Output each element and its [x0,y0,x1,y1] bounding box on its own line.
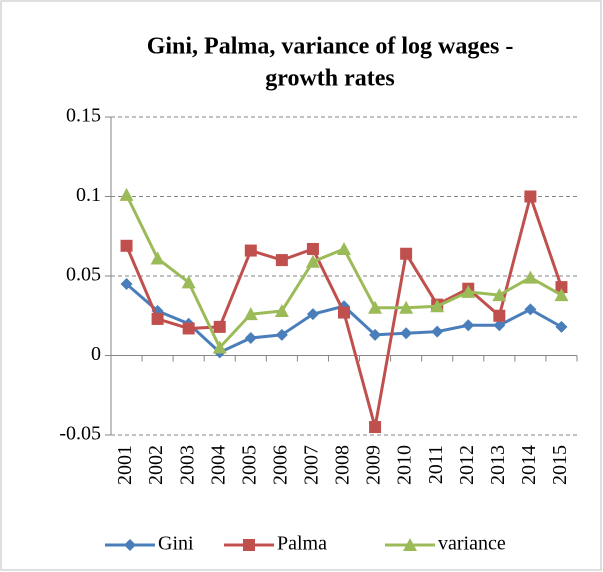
chart-title: Gini, Palma, variance of log wages - [147,34,514,60]
marker [524,190,537,203]
marker [524,303,537,316]
x-tick-label: 2005 [238,445,260,485]
marker [305,254,320,268]
x-tick-label: 2001 [114,445,136,485]
marker [369,328,382,341]
marker [523,270,538,284]
marker [124,539,136,551]
marker [338,306,350,319]
marker [554,288,569,302]
marker [150,251,165,265]
x-tick-label: 2010 [394,445,416,485]
marker [306,242,319,255]
marker [212,340,227,354]
marker [399,300,414,314]
legend-label: variance [438,533,506,555]
marker [275,254,288,267]
x-tick-label: 2002 [145,445,167,485]
marker [430,299,445,313]
marker [493,309,506,322]
x-tick-label: 2007 [301,445,323,485]
marker [243,307,258,321]
legend-item: variance [385,533,506,555]
x-tick-label: 2004 [207,445,229,485]
x-tick-label: 2006 [269,445,291,485]
marker [369,421,382,434]
marker [431,325,444,338]
marker [244,244,257,257]
marker [555,320,568,333]
marker [306,308,319,321]
marker [400,327,413,340]
legend-item: Palma [224,533,327,555]
marker [275,328,288,341]
marker [274,303,289,317]
marker [368,300,383,314]
x-tick-label: 2009 [363,445,385,485]
marker [182,322,195,335]
y-tick-label: 0.15 [66,105,101,127]
marker [120,239,133,252]
marker [462,319,475,332]
marker [213,320,226,333]
marker [181,275,196,289]
y-tick-label: 0.1 [76,184,101,206]
marker [119,187,134,201]
marker [243,539,255,551]
marker [120,277,133,290]
y-tick-label: 0.05 [66,264,101,286]
marker [244,332,257,345]
x-tick-label: 2013 [487,445,509,485]
marker [400,247,413,260]
y-tick-label: -0.05 [59,423,101,445]
x-tick-label: 2003 [176,445,198,485]
marker [493,319,506,332]
marker [461,284,476,298]
chart-subtitle: growth rates [265,66,395,92]
legend-item: Gini [105,533,194,555]
y-tick-label: 0 [91,343,101,365]
x-tick-label: 2015 [549,445,571,485]
x-tick-label: 2008 [332,445,354,485]
marker [555,281,568,294]
x-tick-label: 2012 [456,445,478,485]
marker [492,288,507,302]
marker [151,312,164,325]
x-tick-label: 2011 [425,445,447,484]
legend-label: Palma [277,533,327,555]
marker [403,538,417,551]
x-tick-label: 2014 [518,445,540,485]
legend-label: Gini [158,533,194,555]
marker [337,241,351,255]
